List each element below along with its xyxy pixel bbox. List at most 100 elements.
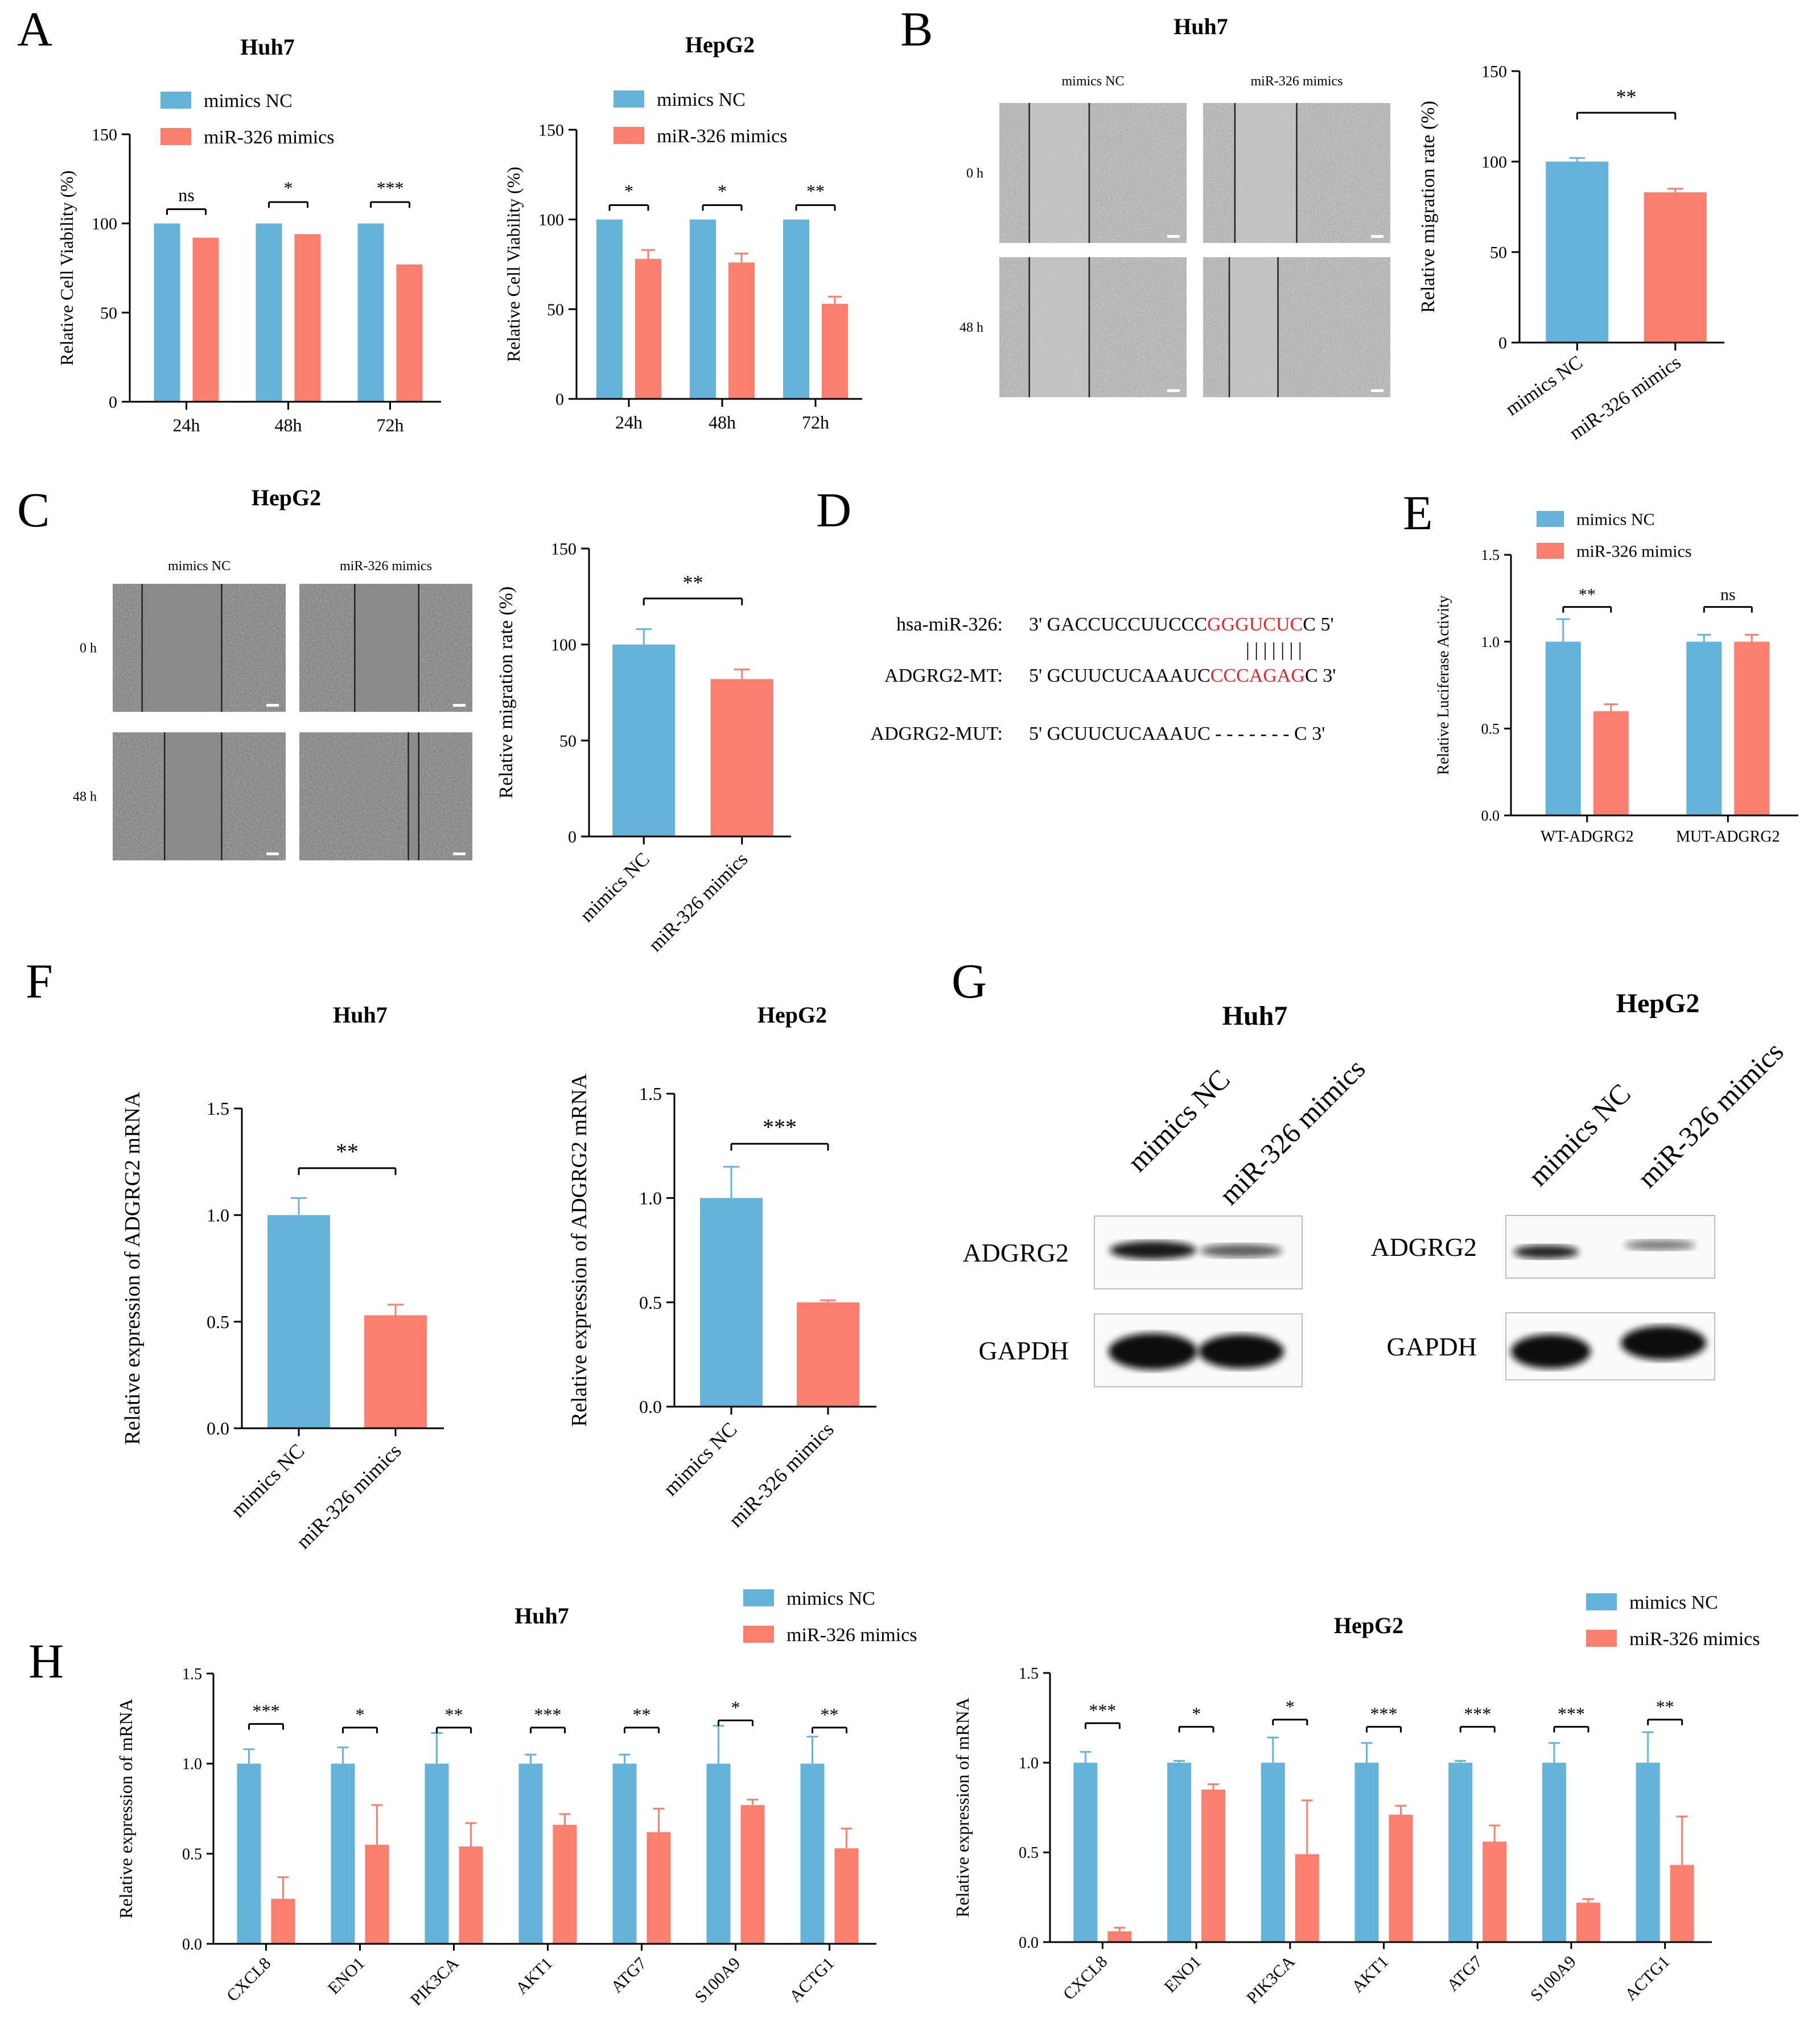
chart-title: Huh7	[333, 1002, 388, 1028]
protein-band	[1200, 1244, 1282, 1258]
legend-label: miR-326 mimics	[787, 1625, 917, 1646]
panel-title: Huh7	[1173, 14, 1228, 39]
cell-texture	[999, 103, 1187, 243]
panel-label-B: B	[900, 2, 933, 56]
micrograph	[1203, 257, 1390, 397]
sequence-alignment: hsa-miR-326: 3' GACCUCCUUCCCGGGUCUCC 5' AD…	[870, 614, 1336, 744]
legend-swatch	[743, 1626, 774, 1643]
legend: mimics NC miR-326 mimics	[1537, 510, 1692, 561]
bar-B-mimics NC-nc	[1546, 162, 1609, 343]
legend: mimics NC miR-326 mimics	[1586, 1592, 1760, 1650]
bar-C-miR-326 mimics-mimics	[710, 679, 773, 836]
scale-bar	[266, 852, 279, 855]
bar-B-miR-326 mimics-mimics	[1644, 192, 1707, 343]
y-tick-label: 1.5	[1019, 1665, 1039, 1683]
x-tick-label: AKT1	[512, 1954, 557, 1998]
legend-label: miR-326 mimics	[204, 127, 335, 148]
panel-title: Huh7	[1222, 1001, 1288, 1031]
y-tick-label: 50	[547, 300, 564, 319]
legend-label: mimics NC	[204, 90, 293, 112]
y-axis-label: Relative Cell Viability (%)	[56, 170, 77, 365]
legend-swatch	[160, 128, 191, 145]
legend-swatch	[1586, 1593, 1617, 1610]
bar-F2-mimics NC-nc	[700, 1198, 763, 1407]
column-label: miR-326 mimics	[340, 559, 432, 574]
legend-label: mimics NC	[1629, 1592, 1718, 1613]
significance-label: *	[1286, 1696, 1295, 1717]
significance-label: *	[624, 180, 633, 201]
y-axis-label: Relative expression of mRNA	[952, 1697, 973, 1918]
bar-H2-CXCL8-mimics	[1107, 1931, 1132, 1942]
legend-swatch	[1537, 543, 1564, 559]
sequence-row-label: ADGRG2-MUT:	[870, 723, 1003, 744]
column-label: mimics NC	[168, 559, 230, 574]
significance-label: ***	[1370, 1704, 1398, 1724]
chart-title: Huh7	[240, 34, 295, 60]
protein-band	[1199, 1334, 1284, 1369]
protein-band	[1511, 1334, 1591, 1369]
y-tick-label: 0.5	[1481, 720, 1500, 737]
micrograph	[999, 257, 1187, 397]
scratch-gap	[164, 732, 222, 860]
y-axis-label: Relative migration rate (%)	[1418, 101, 1439, 313]
x-tick-label: mimics NC	[227, 1439, 309, 1522]
bar-A1-24h-nc	[154, 223, 180, 402]
bar-H1-CXCL8-mimics	[271, 1898, 295, 1944]
scratch-gap	[1029, 257, 1089, 397]
band-label: GAPDH	[979, 1336, 1069, 1365]
bar-H2-ENO1-nc	[1167, 1762, 1192, 1942]
significance-label: ***	[1464, 1704, 1491, 1724]
legend-swatch	[1537, 511, 1564, 527]
micrograph	[113, 584, 286, 712]
scratch-gap	[355, 584, 419, 712]
y-tick-label: 0.0	[1481, 807, 1500, 824]
chart-title: HepG2	[757, 1002, 827, 1028]
band-label: GAPDH	[1387, 1332, 1477, 1361]
significance-label: **	[445, 1704, 463, 1725]
sequence-suffix: C 3'	[1305, 665, 1336, 686]
bar-A2-48h-nc	[690, 219, 716, 399]
y-tick-label: 150	[1481, 63, 1507, 81]
row-label: 0 h	[80, 641, 97, 656]
x-tick-label: WT-ADGRG2	[1541, 828, 1634, 846]
scratch-gap	[142, 584, 222, 712]
x-tick-label: CXCL8	[1060, 1952, 1111, 2004]
sequence-suffix: C 5'	[1303, 614, 1333, 635]
y-tick-label: 0.5	[639, 1292, 662, 1313]
y-tick-label: 0	[568, 828, 577, 847]
x-tick-label: ATG7	[1443, 1952, 1486, 1995]
significance-label: ns	[1720, 586, 1736, 604]
y-axis-label: Relative Cell Viability (%)	[503, 167, 524, 362]
bar-A1-48h-nc	[256, 223, 282, 402]
bar-H2-ACTG1-mimics	[1670, 1865, 1694, 1942]
cell-texture	[999, 257, 1187, 397]
protein-band	[1621, 1326, 1706, 1360]
bar-E-WT-ADGRG2-nc	[1545, 641, 1581, 815]
x-tick-label: ACTG1	[786, 1954, 838, 2006]
x-tick-label: ENO1	[1160, 1952, 1205, 1997]
significance-label: ***	[1558, 1704, 1585, 1724]
y-tick-label: 100	[551, 636, 577, 654]
panel-label-E: E	[1403, 485, 1433, 540]
micrograph	[113, 732, 286, 860]
scratch-gap	[408, 732, 419, 860]
lane-label: mimics NC	[1121, 1063, 1236, 1178]
panel-label-C: C	[17, 483, 50, 537]
x-tick-label: ACTG1	[1621, 1952, 1674, 2005]
base-pairing: | | | | | | |	[1246, 640, 1302, 661]
sequence-prefix: 3' GACCUCCUUCCC	[1029, 614, 1207, 635]
y-axis-label: Relative expression of ADGRG2 mRNA	[567, 1073, 591, 1427]
protein-band	[1514, 1245, 1579, 1259]
sequence-suffix: - - - - - - - C 3'	[1210, 723, 1325, 744]
significance-label: **	[1656, 1696, 1674, 1717]
bar-H1-S100A9-nc	[706, 1763, 731, 1944]
bar-A1-72h-nc	[357, 223, 384, 402]
x-tick-label: 48h	[709, 412, 736, 432]
sequence-text: 5' GCUUCUCAAAUC - - - - - - - C 3'	[1029, 723, 1325, 744]
bar-A2-48h-mimics	[728, 262, 755, 399]
bar-E-WT-ADGRG2-mimics	[1593, 711, 1629, 815]
